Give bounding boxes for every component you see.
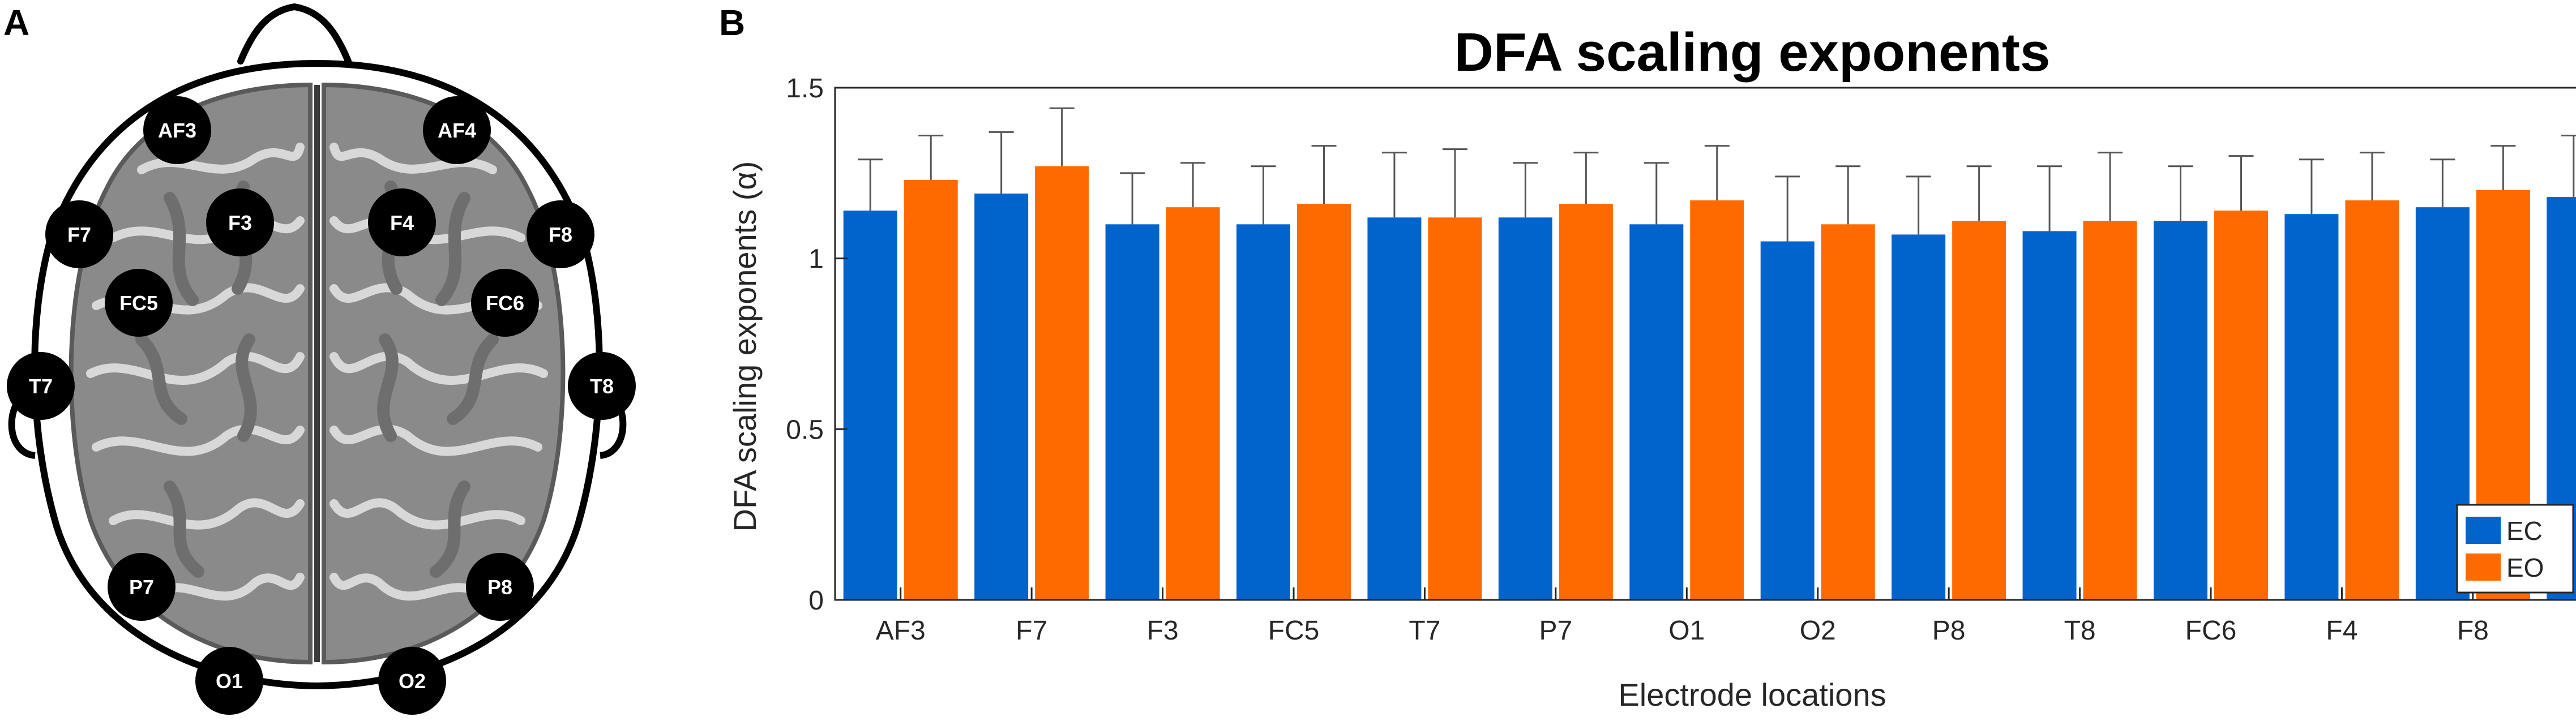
- x-tick-label-o2: O2: [1800, 616, 1836, 646]
- bar-group-t8: [2022, 152, 2137, 600]
- bar-ec-p7: [1498, 217, 1552, 600]
- bar-eo-fc5: [1297, 204, 1351, 600]
- bar-eo-f3: [1166, 207, 1220, 600]
- svg-text:AF3: AF3: [158, 119, 196, 142]
- legend-swatch-ec: [2466, 517, 2501, 544]
- legend-swatch-eo: [2466, 553, 2501, 581]
- electrode-f7: F7: [45, 200, 113, 268]
- bar-ec-p8: [1892, 234, 1946, 600]
- bar-eo-t7: [1428, 217, 1482, 600]
- bar-eo-p8: [1952, 221, 2006, 600]
- x-tick-label-f8: F8: [2457, 616, 2489, 646]
- bar-group-p8: [1892, 165, 2006, 600]
- bar-ec-o1: [1629, 224, 1684, 600]
- bar-group-f3: [1105, 162, 1220, 600]
- panel-b-letter: B: [719, 2, 745, 43]
- svg-text:FC5: FC5: [119, 291, 158, 315]
- electrode-fc5: FC5: [105, 269, 173, 337]
- legend-label-eo: EO: [2506, 553, 2544, 582]
- bar-group-fc5: [1236, 145, 1351, 600]
- electrode-f3: F3: [206, 188, 274, 256]
- x-tick-label-af3: AF3: [876, 616, 926, 646]
- svg-text:F3: F3: [228, 211, 252, 234]
- nose-shape: [237, 3, 352, 65]
- electrode-p7: P7: [108, 553, 176, 621]
- legend-label-ec: EC: [2506, 516, 2543, 546]
- plot-area-frame: [834, 87, 2576, 601]
- svg-text:O2: O2: [399, 670, 426, 693]
- y-tick-label: 1.5: [786, 74, 824, 104]
- x-tick-label-f3: F3: [1147, 616, 1179, 646]
- bar-ec-af3: [843, 211, 897, 600]
- bar-ec-t8: [2022, 231, 2077, 600]
- electrode-f4: F4: [368, 188, 436, 256]
- bar-group-fc6: [2154, 155, 2268, 600]
- svg-text:O1: O1: [216, 670, 243, 693]
- bar-group-o1: [1629, 145, 1744, 600]
- bar-group-f4: [2284, 152, 2399, 600]
- x-axis-title: Electrode locations: [1618, 677, 1886, 713]
- electrode-f8: F8: [527, 200, 594, 268]
- electrode-af4: AF4: [423, 96, 491, 164]
- x-tick-label-f7: F7: [1016, 616, 1047, 646]
- bar-eo-o2: [1821, 224, 1875, 600]
- svg-text:T7: T7: [29, 375, 53, 398]
- svg-text:P7: P7: [129, 576, 154, 599]
- bar-ec-o2: [1760, 241, 1815, 600]
- bar-eo-f4: [2345, 200, 2399, 600]
- electrode-t7: T7: [7, 352, 75, 420]
- y-tick-label: 0: [808, 586, 824, 616]
- bar-ec-f4: [2284, 214, 2339, 600]
- x-tick-label-f4: F4: [2326, 616, 2357, 646]
- y-tick-label: 0.5: [786, 415, 824, 445]
- bar-group-af3: [843, 134, 958, 600]
- bar-group-f7: [974, 107, 1089, 600]
- x-tick-label-t7: T7: [1409, 616, 1440, 646]
- x-tick-label-o1: O1: [1668, 616, 1705, 646]
- bar-eo-af3: [904, 179, 958, 600]
- bar-eo-fc6: [2214, 211, 2268, 600]
- bar-ec-f3: [1105, 224, 1159, 600]
- bar-eo-p7: [1559, 204, 1613, 600]
- x-tick-label-fc6: FC6: [2185, 616, 2237, 646]
- panel-b-bar-chart: B DFA scaling exponents DFA scaling expo…: [719, 2, 2576, 713]
- electrode-af3: AF3: [143, 96, 211, 164]
- bar-group-p7: [1498, 152, 1613, 600]
- x-tick-label-fc5: FC5: [1268, 616, 1320, 646]
- svg-text:T8: T8: [590, 375, 614, 398]
- svg-text:FC6: FC6: [486, 291, 524, 315]
- legend: EC EO: [2456, 504, 2574, 594]
- bar-ec-fc6: [2154, 221, 2207, 600]
- svg-text:F4: F4: [390, 211, 414, 234]
- svg-text:F8: F8: [549, 223, 572, 246]
- y-axis-title: DFA scaling exponents (α): [727, 161, 763, 532]
- bar-ec-fc5: [1236, 224, 1290, 600]
- bar-eo-o1: [1690, 200, 1744, 600]
- panel-a-head-diagram: A A: [3, 2, 636, 715]
- electrode-p8: P8: [466, 553, 534, 621]
- chart-title: DFA scaling exponents: [1454, 22, 2051, 83]
- bar-group-o2: [1760, 165, 1875, 600]
- x-tick-label-p7: P7: [1539, 616, 1572, 646]
- x-tick-label-t8: T8: [2064, 616, 2096, 646]
- x-tick-label-p8: P8: [1932, 616, 1966, 646]
- svg-text:F7: F7: [67, 223, 91, 246]
- y-tick-label: 1: [808, 244, 824, 274]
- electrode-markers: AF3 AF4 F3 F4 F7 F8 FC5 FC6: [7, 96, 636, 715]
- panel-a-letter: A: [3, 2, 29, 43]
- bar-eo-f7: [1035, 166, 1089, 600]
- bar-eo-t8: [2083, 221, 2137, 600]
- bar-group-t7: [1367, 148, 1482, 600]
- bar-ec-f7: [974, 194, 1029, 600]
- electrode-o2: O2: [378, 647, 446, 715]
- electrode-fc6: FC6: [471, 269, 539, 337]
- bar-ec-t7: [1367, 217, 1422, 600]
- electrode-o1: O1: [195, 647, 263, 715]
- svg-text:P8: P8: [487, 576, 512, 599]
- electrode-t8: T8: [568, 352, 636, 420]
- svg-text:AF4: AF4: [438, 119, 476, 142]
